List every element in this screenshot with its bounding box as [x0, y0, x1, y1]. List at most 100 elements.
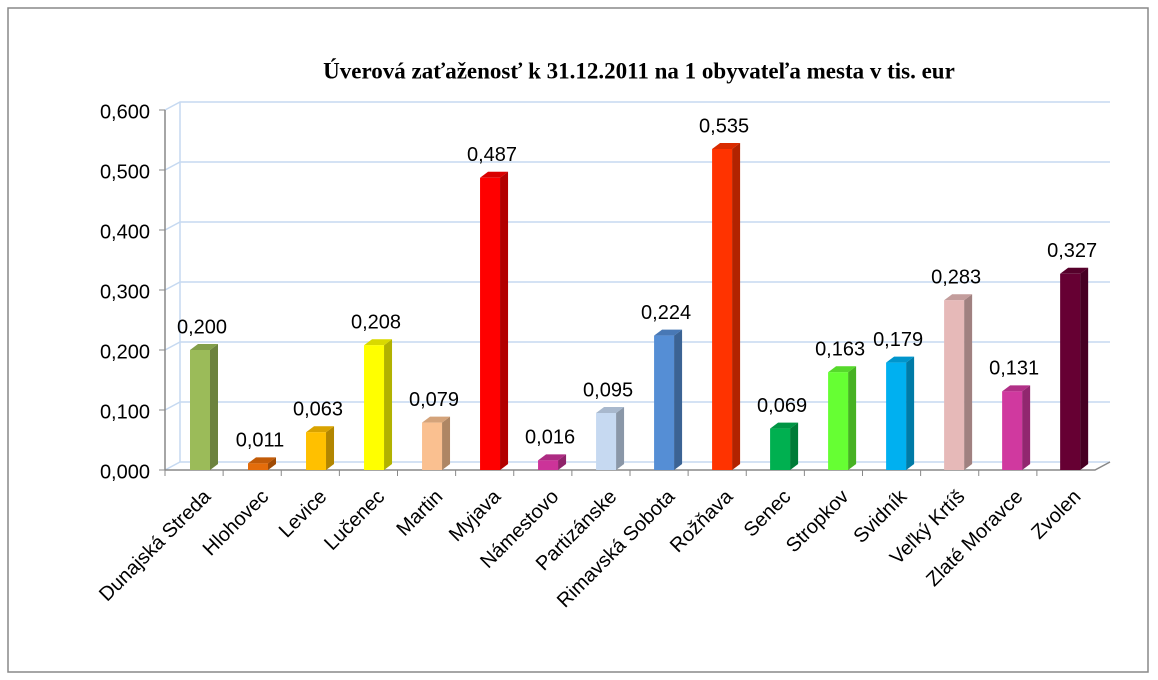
y-tick-label: 0,600 [100, 101, 150, 123]
x-axis [165, 461, 1111, 471]
bar-side-shade [384, 339, 393, 470]
bar-side-shade [326, 426, 335, 470]
value-label: 0,063 [293, 398, 343, 420]
bar-top-shade [422, 416, 451, 423]
chart-title: Úverová zaťaženosť k 31.12.2011 na 1 oby… [323, 58, 955, 83]
y-tick-label: 0,500 [100, 161, 150, 183]
bar-side-shade [268, 457, 277, 470]
bar-side-shade [848, 366, 857, 470]
bar [306, 432, 327, 470]
bar-top [886, 356, 915, 363]
value-label: 0,327 [1047, 240, 1097, 262]
bar [596, 413, 617, 470]
bar-top [248, 457, 277, 464]
bar-top [480, 171, 509, 178]
bar [886, 362, 907, 470]
bar-top-shade [480, 171, 509, 178]
bar-side-shade [964, 294, 973, 470]
bar-top-shade [248, 457, 277, 464]
bar-side [384, 339, 393, 470]
value-label: 0,179 [873, 329, 923, 351]
value-label: 0,095 [583, 379, 633, 401]
bar-top [422, 416, 451, 423]
bar-top [828, 366, 857, 373]
bar-side [1022, 385, 1031, 470]
value-label: 0,016 [525, 427, 575, 449]
bar-top [712, 143, 741, 149]
bar-top-shade [886, 356, 915, 363]
bar-side [848, 366, 857, 470]
bar [944, 300, 965, 470]
bar-side-shade [790, 422, 799, 470]
value-label: 0,131 [989, 358, 1039, 380]
bar-top [1002, 385, 1031, 392]
bar [190, 350, 210, 470]
bar-top-shade [596, 407, 625, 413]
bar-side [558, 454, 567, 470]
bar-top [1060, 267, 1089, 274]
bar-top-shade [1002, 385, 1031, 392]
bar-side [210, 344, 218, 470]
y-tick-label: 0,200 [100, 341, 150, 363]
bar-top-shade [654, 329, 683, 336]
bar-top-shade [190, 344, 218, 350]
bar-side-shade [210, 344, 218, 470]
bar-side [442, 416, 451, 470]
value-label: 0,283 [931, 266, 981, 288]
value-label: 0,535 [699, 115, 749, 137]
bar-side [268, 457, 277, 470]
bar-side [326, 426, 335, 470]
value-label: 0,163 [815, 338, 865, 360]
bar-side [906, 356, 915, 470]
bar-side-shade [616, 407, 625, 470]
value-label: 0,208 [351, 311, 401, 333]
value-label: 0,487 [467, 144, 517, 166]
bar-side [500, 171, 509, 471]
bar-side [616, 407, 625, 470]
bar-side [964, 294, 973, 470]
bar [364, 345, 385, 470]
bar-top [654, 329, 683, 336]
bar-top-shade [1060, 267, 1089, 274]
y-tick-label: 0,300 [100, 281, 150, 303]
bar [654, 335, 675, 470]
bar-side-shade [558, 454, 567, 470]
bar [538, 460, 559, 470]
bar-top [770, 422, 799, 429]
value-label: 0,224 [641, 302, 691, 324]
bar-side [790, 422, 799, 470]
y-tick-label: 0,000 [100, 461, 150, 483]
value-label: 0,079 [409, 389, 459, 411]
bar-top [596, 407, 625, 413]
bar-top-shade [944, 294, 973, 301]
bar-top-shade [364, 339, 393, 346]
y-tick-label: 0,400 [100, 221, 150, 243]
bar [248, 463, 269, 470]
bar [770, 428, 791, 470]
bar [422, 422, 443, 470]
bar-top [944, 294, 973, 301]
bar [480, 177, 501, 471]
bar-top-shade [538, 454, 567, 461]
value-label: 0,011 [236, 430, 285, 452]
bar [712, 149, 733, 470]
bar-side-shade [442, 416, 451, 470]
bar-top-shade [712, 143, 741, 149]
bar-top-shade [306, 426, 335, 433]
bar-side-shade [674, 329, 683, 470]
bar-top [538, 454, 567, 461]
bar-top-shade [770, 422, 799, 429]
bar-top [190, 344, 218, 350]
bar-side-shade [500, 171, 509, 471]
y-tick-label: 0,100 [100, 401, 150, 423]
bar-side-shade [1080, 267, 1089, 470]
bar-top [364, 339, 393, 346]
bar [828, 372, 849, 470]
bar-side [1080, 267, 1089, 470]
bar-side-shade [732, 143, 741, 470]
bar-top [306, 426, 335, 433]
value-label: 0,200 [177, 316, 227, 338]
value-label: 0,069 [757, 395, 807, 417]
